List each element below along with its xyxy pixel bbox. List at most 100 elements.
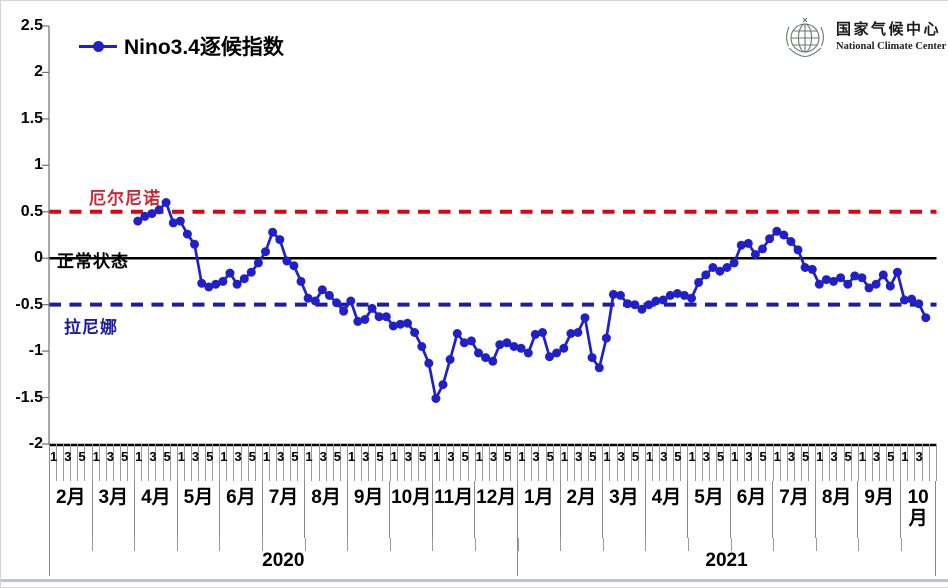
pentad-cell [298, 444, 306, 481]
data-point [758, 244, 767, 254]
pentad-cell: 3 [660, 444, 667, 481]
pentad-cell [398, 444, 405, 481]
month-label-2020-4月: 4月 [135, 481, 178, 538]
logo-title-cn: 国家气候中心 [836, 21, 942, 39]
month-boundary-stub [176, 538, 178, 551]
pentad-cell [710, 444, 717, 481]
pentad-cell: 3 [107, 444, 114, 481]
month-label-2020-8月: 8月 [305, 481, 348, 538]
pentad-cell: 3 [447, 444, 454, 481]
pentad-cell [582, 444, 590, 481]
data-point [552, 348, 562, 358]
pentad-cell [525, 444, 533, 481]
month-boundary-stub [304, 538, 306, 551]
data-point [786, 237, 796, 246]
data-point [750, 250, 760, 259]
data-point [914, 299, 924, 309]
y-tick-label: 2.5 [20, 17, 43, 34]
pentad-cell: 5 [461, 444, 469, 481]
pentad-cell [483, 444, 490, 481]
data-point [701, 270, 711, 280]
month-label-2021-3月: 3月 [603, 481, 646, 538]
month-boundary-stub [475, 538, 476, 551]
month-boundary-stub [134, 538, 136, 551]
pentad-cell [625, 444, 632, 481]
pentad-cell [469, 444, 476, 481]
data-point [197, 278, 207, 288]
data-point [616, 290, 625, 300]
data-point [644, 300, 654, 310]
pentad-cell [866, 444, 873, 481]
data-point [623, 299, 633, 309]
data-point [637, 304, 647, 314]
data-point [140, 211, 150, 221]
pentad-cell: 5 [376, 444, 384, 481]
data-point [843, 279, 853, 289]
pentad-cell [596, 444, 604, 481]
data-point [466, 336, 476, 346]
pentad-cell [426, 444, 434, 481]
data-point [715, 266, 725, 276]
pentad-cell: 5 [547, 444, 554, 481]
pentad-cell [837, 444, 845, 481]
data-point [793, 245, 803, 255]
month-row: 2月 3月 4月 5月 6月 7月 8月 9月 10月 11月 12月 1月 2月 3月 4月 5月 6月 7月 8… [49, 481, 937, 538]
logo-title-en: National Climate Center [836, 40, 947, 52]
pentad-cell [696, 444, 703, 481]
data-point [807, 264, 817, 274]
bottom-edge-divider [1, 579, 948, 582]
pentad-cell: 1 [901, 444, 908, 481]
year-cells: 2020 2021 [49, 538, 937, 576]
pentad-cell: 3 [405, 444, 412, 481]
pentad-cell: 5 [802, 444, 809, 481]
legend: Nino3.4逐候指数 [79, 31, 284, 61]
pentad-cell [128, 444, 136, 481]
pentad-cell [142, 444, 150, 481]
data-point [381, 312, 391, 322]
data-point [772, 226, 782, 236]
legend-line-marker-icon [79, 40, 117, 52]
month-boundary-stub [858, 538, 860, 551]
data-point [580, 313, 590, 323]
pentad-cell [653, 444, 661, 481]
data-point [296, 276, 306, 286]
pentad-cell: 3 [320, 444, 327, 481]
pentad-cell: 5 [419, 444, 426, 481]
data-point [353, 316, 363, 326]
data-point [573, 328, 583, 337]
month-label-2020-2月: 2月 [50, 481, 93, 538]
pentad-cell [369, 444, 377, 481]
pentad-cell [781, 444, 788, 481]
data-point [445, 355, 455, 364]
data-point [303, 293, 313, 303]
data-point [516, 343, 526, 353]
data-point [864, 283, 874, 293]
data-point [765, 234, 775, 244]
month-boundary-stub [91, 538, 93, 551]
data-point [438, 380, 448, 390]
month-label-2021-1月: 1月 [518, 481, 561, 538]
data-point [204, 282, 214, 292]
pentad-cell [554, 444, 561, 481]
data-point [538, 328, 547, 337]
data-point [545, 352, 554, 362]
data-point [907, 294, 917, 304]
pentad-cell [930, 444, 937, 481]
pentad-cell [412, 444, 419, 481]
pentad-cell [795, 444, 802, 481]
data-point [481, 353, 491, 363]
pentad-cell [610, 444, 618, 481]
pentad-cell: 3 [149, 444, 157, 481]
month-label-2020-12月: 12月 [475, 481, 519, 538]
pentad-cell [227, 444, 235, 481]
pentad-cell [171, 444, 178, 481]
pentad-cell: 5 [78, 444, 86, 481]
month-label-2020-3月: 3月 [93, 481, 136, 538]
data-point [694, 277, 704, 287]
data-point [168, 218, 178, 228]
data-point [225, 268, 235, 278]
y-tick-label: 0 [34, 249, 43, 267]
month-boundary-stub [688, 538, 689, 551]
pentad-cell [57, 444, 65, 481]
